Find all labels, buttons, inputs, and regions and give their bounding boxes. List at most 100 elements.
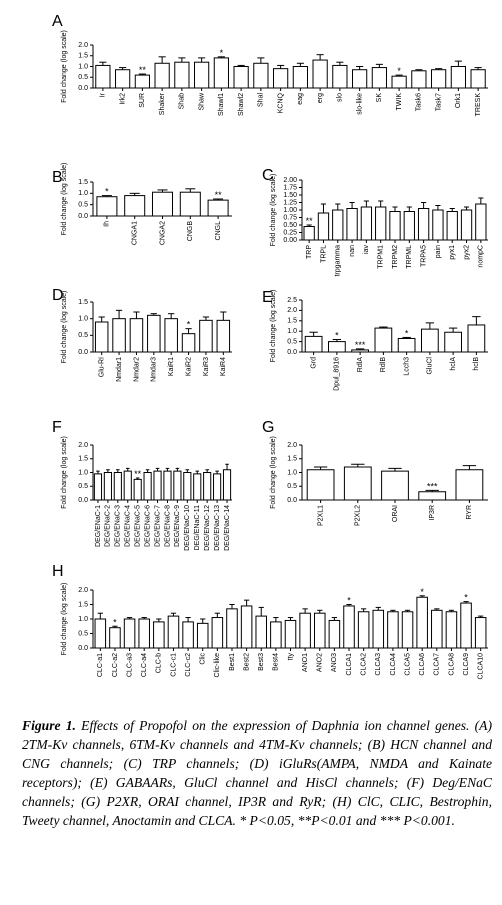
bar bbox=[450, 66, 466, 89]
bar bbox=[113, 472, 122, 501]
panel-letter: G bbox=[262, 419, 274, 436]
y-tick-label: 0.5 bbox=[78, 483, 88, 490]
x-tick-label: Shaw bbox=[198, 92, 205, 110]
bar bbox=[167, 615, 180, 649]
bar bbox=[112, 318, 126, 353]
bar bbox=[138, 618, 150, 649]
bar bbox=[96, 196, 118, 217]
x-tick-label: DEG/ENaC-8 bbox=[164, 505, 171, 547]
y-tick-label: 1.75 bbox=[283, 184, 297, 191]
bar bbox=[93, 473, 103, 501]
bar bbox=[460, 209, 473, 241]
x-tick-label: TRPM2 bbox=[392, 245, 399, 269]
y-axis-label: Fold change (log scale) bbox=[270, 290, 277, 363]
x-tick-label: CLCA3 bbox=[375, 653, 382, 676]
bar bbox=[211, 617, 224, 649]
x-tick-label: trpgamma bbox=[335, 245, 342, 277]
x-tick-label: Shawl2 bbox=[238, 93, 245, 116]
x-tick-label: CNGA1 bbox=[132, 221, 139, 245]
x-tick-label: CLCA10 bbox=[478, 653, 485, 680]
bar bbox=[421, 328, 439, 353]
significance-label: * bbox=[405, 328, 409, 338]
bar bbox=[154, 62, 170, 89]
bar bbox=[115, 69, 131, 89]
y-tick-label: 1.5 bbox=[78, 179, 88, 186]
caption-label: Figure 1. bbox=[22, 718, 76, 733]
bar bbox=[416, 596, 428, 649]
bar bbox=[403, 211, 415, 241]
bar bbox=[328, 619, 341, 649]
x-tick-label: SK bbox=[376, 93, 383, 103]
x-tick-label: GluCl bbox=[427, 357, 434, 375]
bar bbox=[196, 622, 209, 649]
y-tick-label: 0.0 bbox=[78, 497, 88, 504]
significance-label: * bbox=[335, 331, 339, 341]
y-tick-label: 0.0 bbox=[78, 645, 88, 652]
y-tick-label: 2.0 bbox=[287, 442, 297, 449]
x-tick-label: CLCA4 bbox=[390, 653, 397, 676]
x-tick-label: CLCA6 bbox=[419, 653, 426, 676]
x-tick-label: slo bbox=[337, 93, 344, 102]
bar bbox=[431, 69, 447, 89]
bar bbox=[375, 206, 387, 241]
bar bbox=[109, 627, 121, 649]
y-tick-label: 2.0 bbox=[78, 42, 88, 49]
bar bbox=[123, 618, 136, 649]
y-tick-label: 1.5 bbox=[78, 53, 88, 60]
bar bbox=[124, 195, 146, 217]
y-tick-label: 2.0 bbox=[78, 442, 88, 449]
x-tick-label: Clic-like bbox=[214, 653, 221, 678]
bar bbox=[164, 318, 178, 353]
x-tick-label: CLCA8 bbox=[448, 653, 455, 676]
x-tick-label: CLCA2 bbox=[360, 653, 367, 676]
bar bbox=[255, 615, 268, 649]
x-tick-label: hclA bbox=[450, 357, 457, 371]
bar bbox=[351, 349, 369, 353]
x-tick-label: DEG/ENaC-14 bbox=[224, 505, 231, 551]
bar bbox=[474, 617, 487, 649]
y-tick-label: 1.5 bbox=[78, 601, 88, 608]
bar bbox=[391, 75, 407, 89]
significance-label: * bbox=[464, 593, 468, 603]
bar bbox=[460, 602, 472, 649]
x-tick-label: Glu-RI bbox=[99, 357, 106, 377]
bar bbox=[213, 473, 222, 501]
bar bbox=[203, 472, 212, 501]
y-tick-label: 1.5 bbox=[78, 299, 88, 306]
y-tick-label: 2.00 bbox=[283, 177, 297, 184]
x-tick-label: pain bbox=[435, 245, 442, 258]
x-tick-label: DEG/ENaC-13 bbox=[214, 505, 221, 551]
bar bbox=[371, 67, 387, 89]
x-tick-label: KaiR1 bbox=[168, 357, 175, 376]
x-tick-label: P2XL1 bbox=[317, 505, 324, 526]
bar bbox=[213, 57, 229, 89]
x-tick-label: Shab bbox=[179, 93, 186, 109]
x-tick-label: Ir bbox=[100, 92, 107, 97]
bar bbox=[153, 621, 165, 649]
x-tick-label: CLC-b bbox=[156, 653, 163, 673]
x-tick-label: RdlA bbox=[357, 357, 364, 373]
bar bbox=[343, 605, 355, 649]
x-tick-label: ANO1 bbox=[302, 653, 309, 672]
x-tick-label: Lcch3 bbox=[403, 357, 410, 376]
x-tick-label: DEG/ENaC-6 bbox=[144, 505, 151, 547]
y-tick-label: 1.00 bbox=[283, 207, 297, 214]
significance-label: * bbox=[347, 596, 351, 606]
bar bbox=[270, 621, 282, 649]
y-tick-label: 0.0 bbox=[287, 349, 297, 356]
x-tick-label: CLC-c1 bbox=[170, 653, 177, 677]
x-tick-label: CLC-a3 bbox=[126, 653, 133, 677]
bar bbox=[292, 66, 308, 89]
bar bbox=[94, 618, 107, 649]
bar bbox=[193, 473, 202, 501]
significance-label: ** bbox=[139, 65, 147, 75]
x-tick-label: KCNQ bbox=[277, 92, 284, 113]
x-tick-label: DEG/ENaC-7 bbox=[154, 505, 161, 547]
bar bbox=[317, 212, 330, 241]
y-tick-label: 0.0 bbox=[78, 349, 88, 356]
x-tick-label: Nmdar3 bbox=[151, 357, 158, 382]
x-tick-label: DEG/ENaC-9 bbox=[174, 505, 181, 547]
bar bbox=[372, 609, 385, 649]
bar bbox=[181, 333, 196, 353]
